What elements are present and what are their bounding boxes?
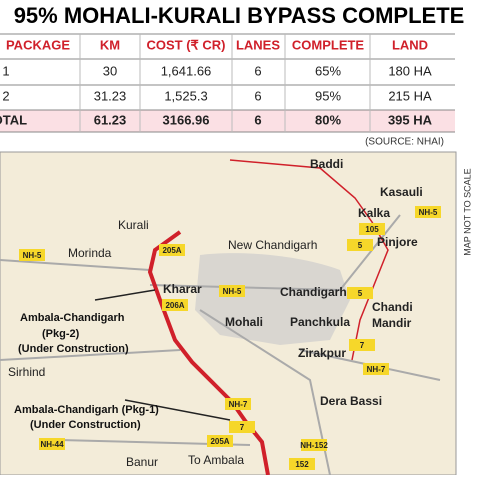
cell: TOTAL (0, 112, 27, 127)
road-label: 5 (358, 289, 363, 298)
road-label: NH-5 (419, 208, 438, 217)
table: PACKAGE KM COST (₹ CR) LANES COMPLETE LAND 1 30… (0, 33, 455, 133)
cell: 180 HA (388, 63, 432, 78)
road-label: 206A (165, 301, 184, 310)
place-label: Dera Bassi (320, 394, 382, 408)
road-badge (347, 287, 373, 299)
column-header: LANES (236, 37, 280, 52)
road-label: NH-7 (367, 365, 386, 374)
cell: 1,641.66 (161, 63, 212, 78)
place-label: Mohali (225, 315, 263, 329)
city-area (195, 253, 350, 345)
cell: 6 (254, 112, 261, 127)
callout: Ambala-Chandigarh (Pkg-1) (14, 404, 159, 416)
road-label: 5 (358, 241, 363, 250)
place-label: Pinjore (377, 235, 418, 249)
road-badge (363, 363, 389, 375)
place-label: Banur (126, 455, 158, 469)
cell: 65% (315, 63, 341, 78)
road-badge (347, 239, 373, 251)
callout: (Under Construction) (30, 419, 141, 431)
road-label: NH-7 (229, 400, 248, 409)
place-label: To Ambala (188, 453, 244, 467)
road-label: 205A (162, 246, 181, 255)
cell: 2 (2, 88, 9, 103)
road-badge (349, 339, 375, 351)
road-badge (301, 439, 327, 451)
road-badge (219, 285, 245, 297)
title: 95% MOHALI-KURALI BYPASS COMPLETE (14, 3, 465, 28)
map: Baddi Kasauli Kalka Pinjore Kurali Morinda New… (0, 151, 472, 476)
callout: (Under Construction) (18, 343, 129, 355)
road-badge (225, 398, 251, 410)
road-label: 7 (360, 341, 365, 350)
cell: 395 HA (388, 112, 433, 127)
road-label: 152 (295, 460, 309, 469)
road-badge (229, 421, 255, 433)
column-header: KM (100, 37, 120, 52)
map-note: MAP NOT TO SCALE (462, 168, 472, 255)
road-badge (19, 249, 45, 261)
place-label: Baddi (310, 157, 343, 171)
road-badge (39, 438, 65, 450)
cell: 6 (254, 63, 261, 78)
callout: Ambala-Chandigarh (20, 312, 125, 324)
total-bg (0, 110, 455, 132)
road-label: NH-5 (23, 251, 42, 260)
cell: 1,525.3 (164, 88, 207, 103)
place-label: Zirakpur (298, 346, 346, 360)
road-badge (415, 206, 441, 218)
road-badge (207, 435, 233, 447)
road-badge (359, 223, 385, 235)
road-badge (159, 244, 185, 256)
road-label: NH-152 (300, 441, 328, 450)
place-label: Morinda (68, 246, 112, 260)
road-label: 7 (240, 423, 245, 432)
place-label: Chandi (372, 300, 413, 314)
column-header: COST (₹ CR) (146, 37, 225, 52)
road-label: NH-44 (40, 440, 64, 449)
callout: (Pkg-2) (42, 328, 80, 340)
cell: 31.23 (94, 88, 127, 103)
cell: 215 HA (388, 88, 432, 103)
cell: 80% (315, 112, 341, 127)
place-label: Kurali (118, 218, 149, 232)
column-header: COMPLETE (292, 37, 365, 52)
cell: 95% (315, 88, 341, 103)
roads (0, 214, 441, 476)
place-label: Kasauli (380, 185, 423, 199)
column-header: LAND (392, 37, 428, 52)
place-label: Mandir (372, 316, 412, 330)
place-label: New Chandigarh (228, 238, 317, 252)
place-label: Panchkula (290, 315, 350, 329)
source: (SOURCE: NHAI) (365, 137, 444, 148)
road-badge (289, 458, 315, 470)
cell: 1 (2, 63, 9, 78)
place-label: Kharar (163, 282, 202, 296)
highway (229, 159, 389, 361)
place-label: Sirhind (8, 365, 45, 379)
column-header: PACKAGE (6, 37, 70, 52)
cell: 6 (254, 88, 261, 103)
place-label: Kalka (358, 206, 390, 220)
road-badge (162, 299, 188, 311)
road-label: 105 (365, 225, 379, 234)
place-label: Chandigarh (280, 285, 347, 299)
cell: 30 (103, 63, 117, 78)
cell: 3166.96 (163, 112, 210, 127)
road-label: NH-5 (223, 287, 242, 296)
road-label: 205A (210, 437, 229, 446)
cell: 61.23 (94, 112, 127, 127)
arrows (94, 289, 231, 421)
